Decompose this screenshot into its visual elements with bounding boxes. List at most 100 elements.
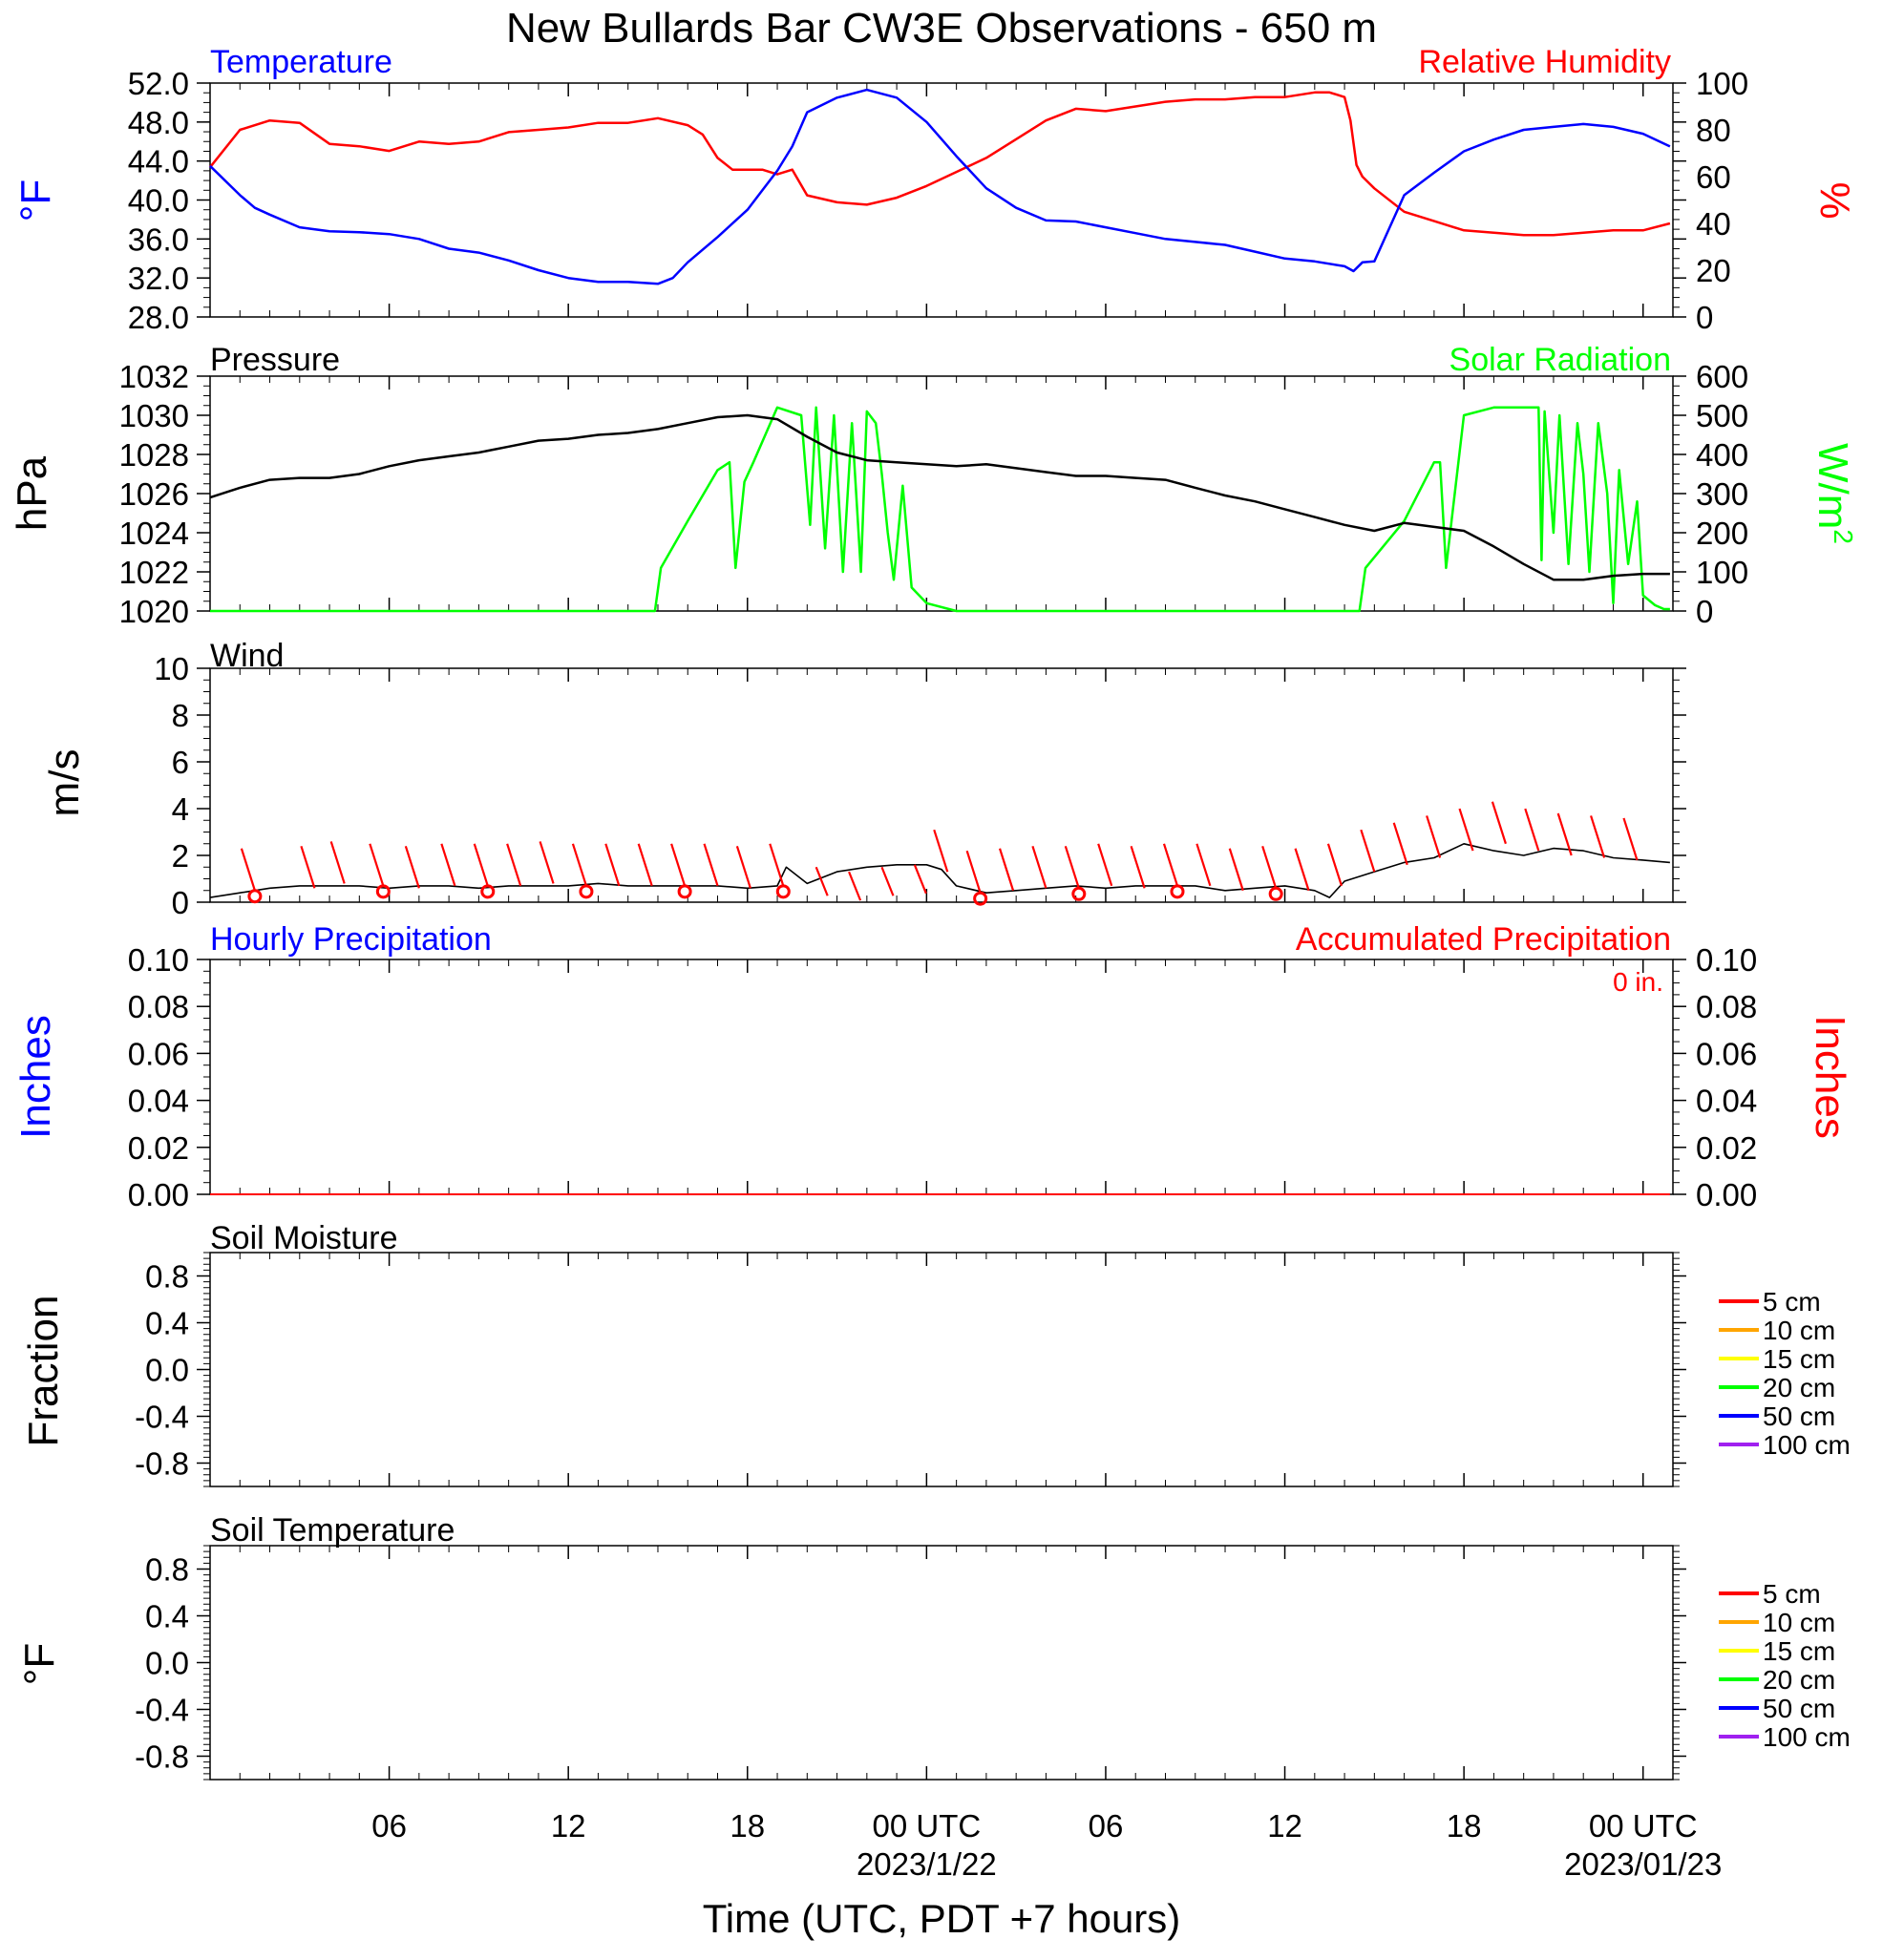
wind-barb xyxy=(769,843,785,887)
wind-left-tick-label: 8 xyxy=(172,698,189,733)
solar-radiation-line xyxy=(210,406,1670,613)
wind-barb xyxy=(735,845,751,889)
wind-barb xyxy=(539,841,555,884)
pressure-left-tick-label: 1020 xyxy=(119,594,189,629)
precip-right-tick-label: 0.02 xyxy=(1696,1130,1757,1166)
calm-wind-circle xyxy=(1268,886,1283,901)
temp-left-tick-label: 32.0 xyxy=(128,261,189,296)
temp-right-tick-label: 60 xyxy=(1696,159,1731,195)
wind-title: Wind xyxy=(210,638,284,674)
wind-panel: 10 8 6 4 2 0 Wind m/s xyxy=(41,638,1686,920)
wind-left-tick-label: 4 xyxy=(172,791,189,827)
legend-label: 50 cm xyxy=(1763,1402,1835,1431)
pressure-left-tick-label: 1032 xyxy=(119,359,189,394)
soilt-left-tick-label: 0.8 xyxy=(145,1552,189,1588)
temp-frame xyxy=(209,82,1674,318)
x-tick-label: 12 xyxy=(1267,1808,1302,1844)
precip-right-tick-label: 0.00 xyxy=(1696,1177,1757,1212)
wind-barb xyxy=(637,843,653,887)
x-tick-label: 12 xyxy=(551,1808,586,1844)
pressure-right-tick-label: 100 xyxy=(1696,555,1748,590)
precip-frame xyxy=(209,959,1674,1195)
soilm-frame xyxy=(209,1252,1674,1487)
wind-barb xyxy=(506,843,522,887)
x-tick-label: 18 xyxy=(1447,1808,1482,1844)
legend-label: 5 cm xyxy=(1763,1579,1821,1609)
x-tick-date-label: 2023/1/22 xyxy=(857,1846,997,1882)
legend-label: 15 cm xyxy=(1763,1636,1835,1666)
temp-right-tick-label: 80 xyxy=(1696,113,1731,148)
soil-moisture-axis-label: Fraction xyxy=(20,1296,67,1447)
wind-barb xyxy=(1162,843,1179,887)
wind-barb xyxy=(1360,829,1376,873)
wind-barb xyxy=(604,843,621,887)
wind-barb xyxy=(670,843,687,887)
wind-barb xyxy=(1426,815,1442,858)
wind-barb xyxy=(473,843,489,887)
wind-barb xyxy=(880,866,895,896)
accumulated-precip-axis-label: Inches xyxy=(1807,1015,1853,1139)
soilt-left-tick-label: -0.8 xyxy=(135,1739,189,1775)
wind-barb xyxy=(1294,848,1310,892)
pressure-left-tick-label: 1030 xyxy=(119,398,189,433)
wind-barb xyxy=(440,843,456,887)
wind-left-tick-label: 6 xyxy=(172,745,189,780)
precip-left-tick-label: 0.08 xyxy=(128,989,189,1024)
humidity-title: Relative Humidity xyxy=(1418,44,1671,80)
wind-barb xyxy=(1195,843,1212,887)
precip-left-tick-label: 0.00 xyxy=(128,1177,189,1212)
wind-barb xyxy=(300,845,316,889)
temperature-line xyxy=(209,88,1671,285)
pressure-title: Pressure xyxy=(210,342,340,378)
precip-right-tick-label: 0.08 xyxy=(1696,989,1757,1024)
temp-left-tick-label: 48.0 xyxy=(128,105,189,140)
figure-title: New Bullards Bar CW3E Observations - 650… xyxy=(506,5,1377,52)
temp-left-tick-label: 52.0 xyxy=(128,66,189,101)
wind-barb xyxy=(1392,822,1408,866)
x-tick-label: 06 xyxy=(371,1808,407,1844)
calm-wind-circle xyxy=(247,889,263,904)
wind-barb xyxy=(913,864,927,895)
temp-right-tick-label: 40 xyxy=(1696,206,1731,242)
wind-barb xyxy=(1590,815,1606,858)
temp-right-tick-label: 0 xyxy=(1696,300,1713,335)
x-tick-label: 18 xyxy=(730,1808,765,1844)
temperature-axis-label: °F xyxy=(12,179,59,221)
soilm-left-tick-label: -0.4 xyxy=(135,1400,189,1435)
wind-barb xyxy=(1458,808,1474,852)
wind-barb xyxy=(571,843,587,887)
soilt-left-tick-label: 0.0 xyxy=(145,1646,189,1681)
soil-temperature-title: Soil Temperature xyxy=(210,1512,455,1549)
wind-speed-line xyxy=(209,842,1670,898)
wind-barb xyxy=(1491,801,1507,845)
calm-wind-circle xyxy=(1071,886,1087,901)
soilt-left-tick-label: -0.4 xyxy=(135,1693,189,1728)
temperature-humidity-panel: 52.0 48.0 44.0 40.036.0 32.0 28.0 100 80 60 40 20 0… xyxy=(12,44,1858,335)
wind-barb xyxy=(848,871,862,901)
calm-wind-circle xyxy=(579,884,594,899)
wind-barb xyxy=(965,850,982,894)
soilm-left-tick-label: 0.0 xyxy=(145,1353,189,1388)
solar-axis-label-superscript: 2 xyxy=(1829,529,1858,544)
wind-barb xyxy=(1556,812,1573,856)
svg-text:W/m2: W/m2 xyxy=(1809,443,1858,544)
temp-left-tick-label: 36.0 xyxy=(128,221,189,257)
wind-barb xyxy=(815,866,829,896)
wind-barb xyxy=(329,841,346,884)
humidity-axis-label: % xyxy=(1811,181,1858,219)
temp-left-tick-label: 44.0 xyxy=(128,144,189,179)
temp-right-tick-label: 20 xyxy=(1696,253,1731,288)
precipitation-panel: 0.10 0.08 0.06 0.04 0.02 0.00 0.10 0.08 0.06 0.04… xyxy=(12,921,1853,1212)
hourly-precip-axis-label: Inches xyxy=(12,1015,59,1139)
legend-label: 100 cm xyxy=(1763,1430,1851,1460)
soilt-left-tick-label: 0.4 xyxy=(145,1599,189,1634)
wind-barb xyxy=(1326,843,1343,887)
legend-label: 100 cm xyxy=(1763,1722,1851,1752)
wind-barb xyxy=(369,843,385,887)
precip-left-tick-label: 0.06 xyxy=(128,1036,189,1071)
pressure-right-tick-label: 200 xyxy=(1696,516,1748,551)
accumulated-precip-title: Accumulated Precipitation xyxy=(1296,921,1671,958)
wind-barb xyxy=(1228,848,1244,892)
